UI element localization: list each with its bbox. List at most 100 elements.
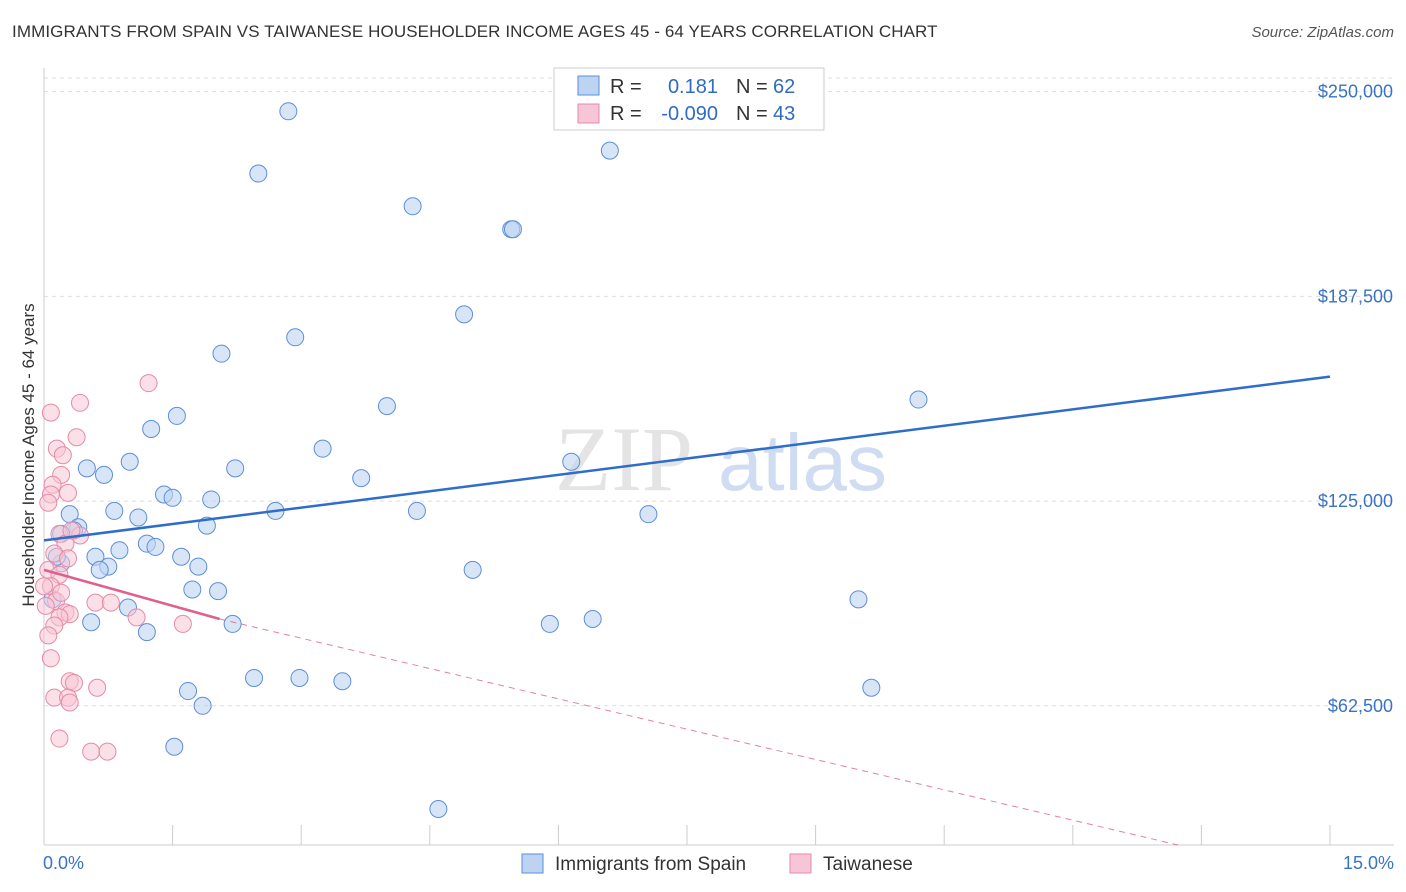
data-point-blue xyxy=(120,452,139,471)
data-point-blue xyxy=(172,547,191,566)
bottom-legend: Immigrants from Spain Taiwanese xyxy=(521,853,913,875)
bottom-legend-blue-label: Immigrants from Spain xyxy=(555,854,746,875)
data-point-pink xyxy=(173,614,192,633)
data-point-blue xyxy=(165,737,184,756)
data-point-pink xyxy=(98,742,117,761)
y-tick-label: $62,500 xyxy=(1328,696,1393,716)
trendline-taiwanese-extension xyxy=(219,618,1179,846)
data-point-blue xyxy=(313,439,332,458)
legend-blue-n-label: N = xyxy=(736,76,768,98)
data-point-blue xyxy=(562,452,581,471)
chart-title: IMMIGRANTS FROM SPAIN VS TAIWANESE HOUSE… xyxy=(12,22,938,41)
data-point-pink xyxy=(127,608,146,627)
y-axis-label: Householder Income Ages 45 - 64 years xyxy=(19,303,38,606)
data-point-pink xyxy=(82,742,101,761)
data-point-blue xyxy=(90,560,109,579)
data-point-blue xyxy=(179,682,198,701)
data-point-pink xyxy=(41,403,60,422)
data-point-blue xyxy=(463,560,482,579)
trendlines xyxy=(43,375,1331,846)
data-point-pink xyxy=(62,521,81,540)
trendline-immigrants-from-spain xyxy=(43,375,1331,542)
data-point-blue xyxy=(110,541,129,560)
x-tick-labels: 0.0% 15.0% xyxy=(43,853,1394,873)
data-point-blue xyxy=(377,397,396,416)
gridlines xyxy=(44,77,1394,707)
x-tick-label: 0.0% xyxy=(43,853,84,873)
legend-blue-n-value: 62 xyxy=(773,76,795,98)
data-point-blue xyxy=(105,501,124,520)
data-point-pink xyxy=(50,729,69,748)
data-point-pink xyxy=(35,577,53,596)
legend-pink-swatch xyxy=(577,103,600,124)
data-point-blue xyxy=(202,490,221,509)
data-point-blue xyxy=(137,623,156,642)
bottom-legend-pink-label: Taiwanese xyxy=(823,854,913,875)
data-point-blue xyxy=(193,696,212,715)
data-point-pink xyxy=(139,374,158,393)
data-point-blue xyxy=(540,614,559,633)
legend-pink-n-label: N = xyxy=(736,103,768,125)
data-point-blue xyxy=(583,609,602,628)
data-point-pink xyxy=(36,596,55,615)
data-point-blue xyxy=(82,613,101,632)
data-point-blue xyxy=(503,220,522,239)
y-tick-labels: $62,500 $125,000 $187,500 $250,000 xyxy=(1318,82,1393,716)
data-point-blue xyxy=(163,488,182,507)
data-point-blue xyxy=(189,557,208,576)
data-point-blue xyxy=(407,501,426,520)
data-point-blue xyxy=(429,799,448,818)
data-point-pink xyxy=(71,393,90,412)
data-point-blue xyxy=(290,668,309,687)
data-point-blue xyxy=(209,582,228,601)
data-point-blue xyxy=(279,102,298,121)
data-point-blue xyxy=(403,197,422,216)
data-point-blue xyxy=(909,390,928,409)
data-point-blue xyxy=(129,508,148,527)
data-point-pink xyxy=(86,593,105,612)
legend-blue-swatch xyxy=(577,75,600,96)
data-point-pink xyxy=(52,583,71,602)
legend-box: R = 0.181 N = 62 R = -0.090 N = 43 xyxy=(553,67,825,131)
source-label: Source: ZipAtlas.com xyxy=(1251,24,1394,41)
data-point-blue xyxy=(333,672,352,691)
x-tick-label: 15.0% xyxy=(1343,853,1394,873)
data-point-pink xyxy=(60,693,79,712)
data-point-blue xyxy=(352,469,371,488)
legend-pink-r-value: -0.090 xyxy=(661,103,718,125)
data-point-blue xyxy=(212,344,231,363)
bottom-legend-pink-swatch xyxy=(789,853,812,874)
legend-pink-r-label: R = xyxy=(610,103,642,125)
legend-blue-r-label: R = xyxy=(610,76,642,98)
watermark: ZIP atlas xyxy=(555,408,887,510)
bottom-legend-blue-swatch xyxy=(521,853,544,874)
data-point-blue xyxy=(146,537,165,556)
data-point-pink xyxy=(39,493,58,512)
trendline-taiwanese xyxy=(43,568,221,621)
data-point-blue xyxy=(286,328,305,347)
y-tick-label: $187,500 xyxy=(1318,286,1393,306)
data-point-pink xyxy=(59,483,78,502)
data-point-blue xyxy=(639,505,658,524)
data-point-blue xyxy=(862,678,881,697)
data-point-blue xyxy=(95,465,114,484)
axes xyxy=(43,68,1394,846)
data-point-pink xyxy=(88,678,107,697)
data-point-blue xyxy=(455,305,474,324)
legend-pink-n-value: 43 xyxy=(773,103,795,125)
data-point-blue xyxy=(223,614,242,633)
data-point-pink xyxy=(53,446,72,465)
y-tick-label: $125,000 xyxy=(1318,491,1393,511)
watermark-atlas: atlas xyxy=(718,418,887,507)
data-point-pink xyxy=(101,593,120,612)
legend-blue-r-value: 0.181 xyxy=(668,76,718,98)
data-point-blue xyxy=(249,164,268,183)
data-point-blue xyxy=(142,420,161,439)
data-point-blue xyxy=(849,590,868,609)
data-point-blue xyxy=(245,668,264,687)
y-tick-label: $250,000 xyxy=(1318,82,1393,102)
data-point-blue xyxy=(226,459,245,478)
series-taiwanese xyxy=(35,374,192,761)
data-point-pink xyxy=(39,626,58,645)
